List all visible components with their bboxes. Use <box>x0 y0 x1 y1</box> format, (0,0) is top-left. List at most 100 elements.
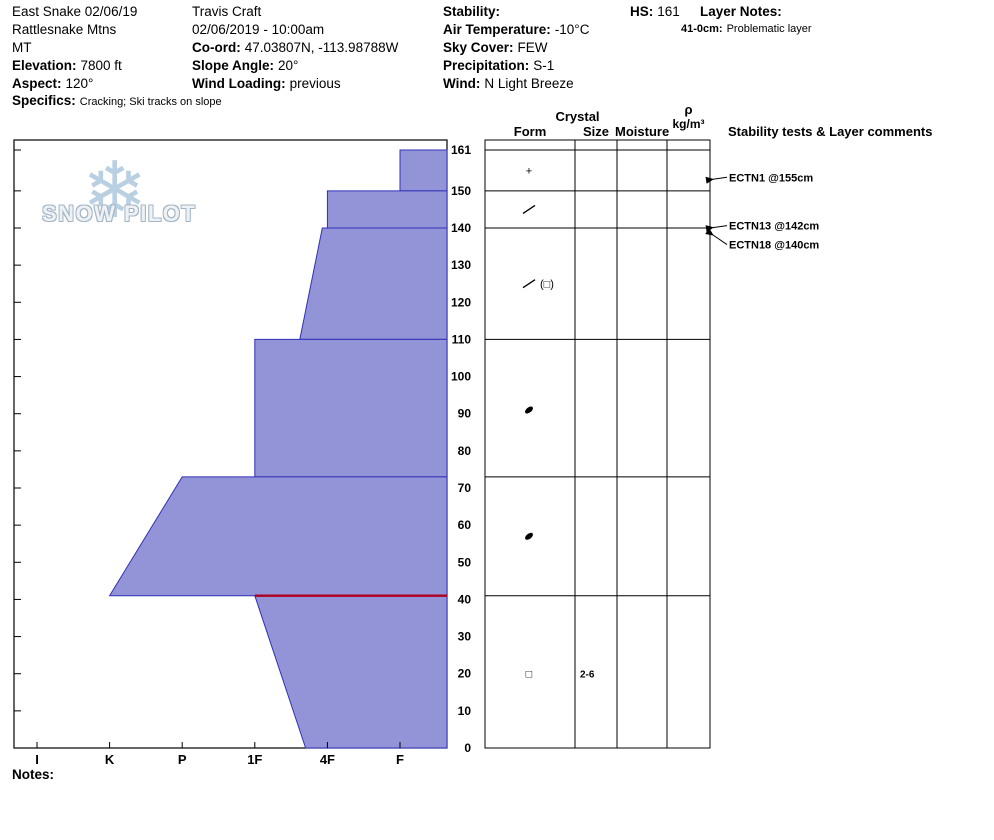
density-units-header: kg/m³ <box>672 117 705 131</box>
elevation-value: 7800 ft <box>80 58 122 73</box>
slope-angle-value: 20° <box>278 58 299 73</box>
sky-cover-label: Sky Cover: <box>443 40 514 55</box>
elevation-line: Elevation: 7800 ft <box>12 58 122 73</box>
stability-test-label: ECTN1 @155cm <box>729 172 813 184</box>
specifics-label: Specifics: <box>12 93 76 108</box>
specifics-line: Specifics: Cracking; Ski tracks on slope <box>12 93 222 108</box>
layer-note-text: Problematic layer <box>726 23 812 35</box>
air-temp-value: -10°C <box>554 22 590 37</box>
aspect-value: 120° <box>65 76 94 91</box>
layer-note-range: 41-0cm: <box>681 23 723 35</box>
snow-layer <box>254 595 448 749</box>
air-temp-line: Air Temperature: -10°C <box>443 22 589 37</box>
precipitation-particles-icon: + <box>526 165 532 177</box>
form-header: Form <box>513 124 547 139</box>
snow-layer <box>399 149 448 192</box>
density-rho-header: ρ <box>684 102 693 117</box>
depth-tick-label: 161 <box>451 143 471 157</box>
depth-tick-label: 110 <box>452 332 472 346</box>
hardness-tick-label: I <box>35 752 39 767</box>
faceted-crystals-icon: □ <box>526 669 533 681</box>
depth-tick-label: 120 <box>451 295 471 309</box>
crystal-header: Crystal <box>555 109 600 124</box>
size-header: Size <box>582 124 609 139</box>
test-arrow <box>705 176 728 184</box>
pit-state: MT <box>12 40 32 55</box>
depth-tick-label: 0 <box>464 741 471 755</box>
depth-tick-label: 90 <box>458 407 472 421</box>
precip-line: Precipitation: S-1 <box>443 58 554 73</box>
notes-label: Notes: <box>12 767 55 782</box>
wind-loading-value: previous <box>289 76 341 91</box>
stability-label: Stability: <box>443 4 501 19</box>
depth-tick-label: 70 <box>458 481 472 495</box>
depth-tick-label: 140 <box>451 221 471 235</box>
depth-tick-label: 100 <box>451 370 471 384</box>
hs-value: 161 <box>657 4 680 19</box>
wind-label: Wind: <box>443 76 481 91</box>
aspect-label: Aspect: <box>12 76 62 91</box>
moisture-header: Moisture <box>615 124 670 139</box>
rounded-grains-icon <box>525 532 533 540</box>
stability-test-label: ECTN13 @142cm <box>729 221 819 233</box>
observation-datetime: 02/06/2019 - 10:00am <box>192 22 325 37</box>
depth-tick-label: 20 <box>458 667 472 681</box>
slope-angle-line: Slope Angle: 20° <box>192 58 298 73</box>
faceted-paren-label: (□) <box>540 279 554 291</box>
depth-tick-label: 30 <box>458 630 472 644</box>
layer-note-item: 41-0cm: Problematic layer <box>681 23 812 35</box>
pit-title: East Snake 02/06/19 <box>12 4 138 19</box>
wind-line: Wind: N Light Breeze <box>443 76 574 91</box>
comments-header: Stability tests & Layer comments <box>728 124 933 139</box>
slope-angle-label: Slope Angle: <box>192 58 275 73</box>
depth-tick-label: 80 <box>458 444 472 458</box>
coord-line: Co-ord: 47.03807N, -113.98788W <box>192 40 398 55</box>
snow-layer <box>299 227 448 340</box>
depth-tick-label: 150 <box>451 184 471 198</box>
stability-line: Stability: <box>443 4 500 19</box>
decomposing-faceted-icon <box>522 279 536 289</box>
elevation-label: Elevation: <box>12 58 77 73</box>
wind-loading-label: Wind Loading: <box>192 76 286 91</box>
sky-cover-value: FEW <box>517 40 548 55</box>
hardness-tick-label: 4F <box>320 752 335 767</box>
crystal-panel-border <box>484 139 711 749</box>
hs-label: HS: <box>630 4 654 19</box>
hardness-tick-label: 1F <box>247 752 262 767</box>
pit-range: Rattlesnake Mtns <box>12 22 117 37</box>
depth-tick-label: 60 <box>458 518 472 532</box>
depth-tick-label: 10 <box>458 704 472 718</box>
coord-label: Co-ord: <box>192 40 241 55</box>
coord-value: 47.03807N, -113.98788W <box>244 40 399 55</box>
rounded-grains-icon <box>525 406 533 414</box>
aspect-line: Aspect: 120° <box>12 76 93 91</box>
test-arrow <box>705 225 728 233</box>
test-arrow <box>705 228 728 245</box>
air-temp-label: Air Temperature: <box>443 22 551 37</box>
stability-test-label: ECTN18 @140cm <box>729 240 819 252</box>
snow-layer <box>254 338 448 478</box>
snowflake-icon: ❄ <box>82 146 148 236</box>
precip-value: S-1 <box>533 58 555 73</box>
observer-name: Travis Craft <box>192 4 262 19</box>
hardness-tick-label: F <box>396 752 404 767</box>
snowpilot-logo: ❄ SNOW PILOT <box>40 152 220 253</box>
decomposing-fragments-icon <box>522 204 536 215</box>
wind-value: N Light Breeze <box>484 76 574 91</box>
hs-line: HS: 161 <box>630 4 680 19</box>
hardness-tick-label: K <box>105 752 115 767</box>
wind-loading-line: Wind Loading: previous <box>192 76 341 91</box>
specifics-value: Cracking; Ski tracks on slope <box>79 96 222 108</box>
logo-text: SNOW PILOT <box>42 201 197 226</box>
depth-tick-label: 40 <box>458 592 472 606</box>
depth-tick-label: 130 <box>451 258 471 272</box>
sky-cover-line: Sky Cover: FEW <box>443 40 548 55</box>
hardness-tick-label: P <box>178 752 187 767</box>
snow-layer <box>108 476 448 597</box>
precip-label: Precipitation: <box>443 58 530 73</box>
depth-tick-label: 50 <box>458 555 472 569</box>
grain-size-label: 2-6 <box>580 670 595 681</box>
layer-notes-label: Layer Notes: <box>700 4 782 19</box>
snow-layer <box>326 190 448 229</box>
